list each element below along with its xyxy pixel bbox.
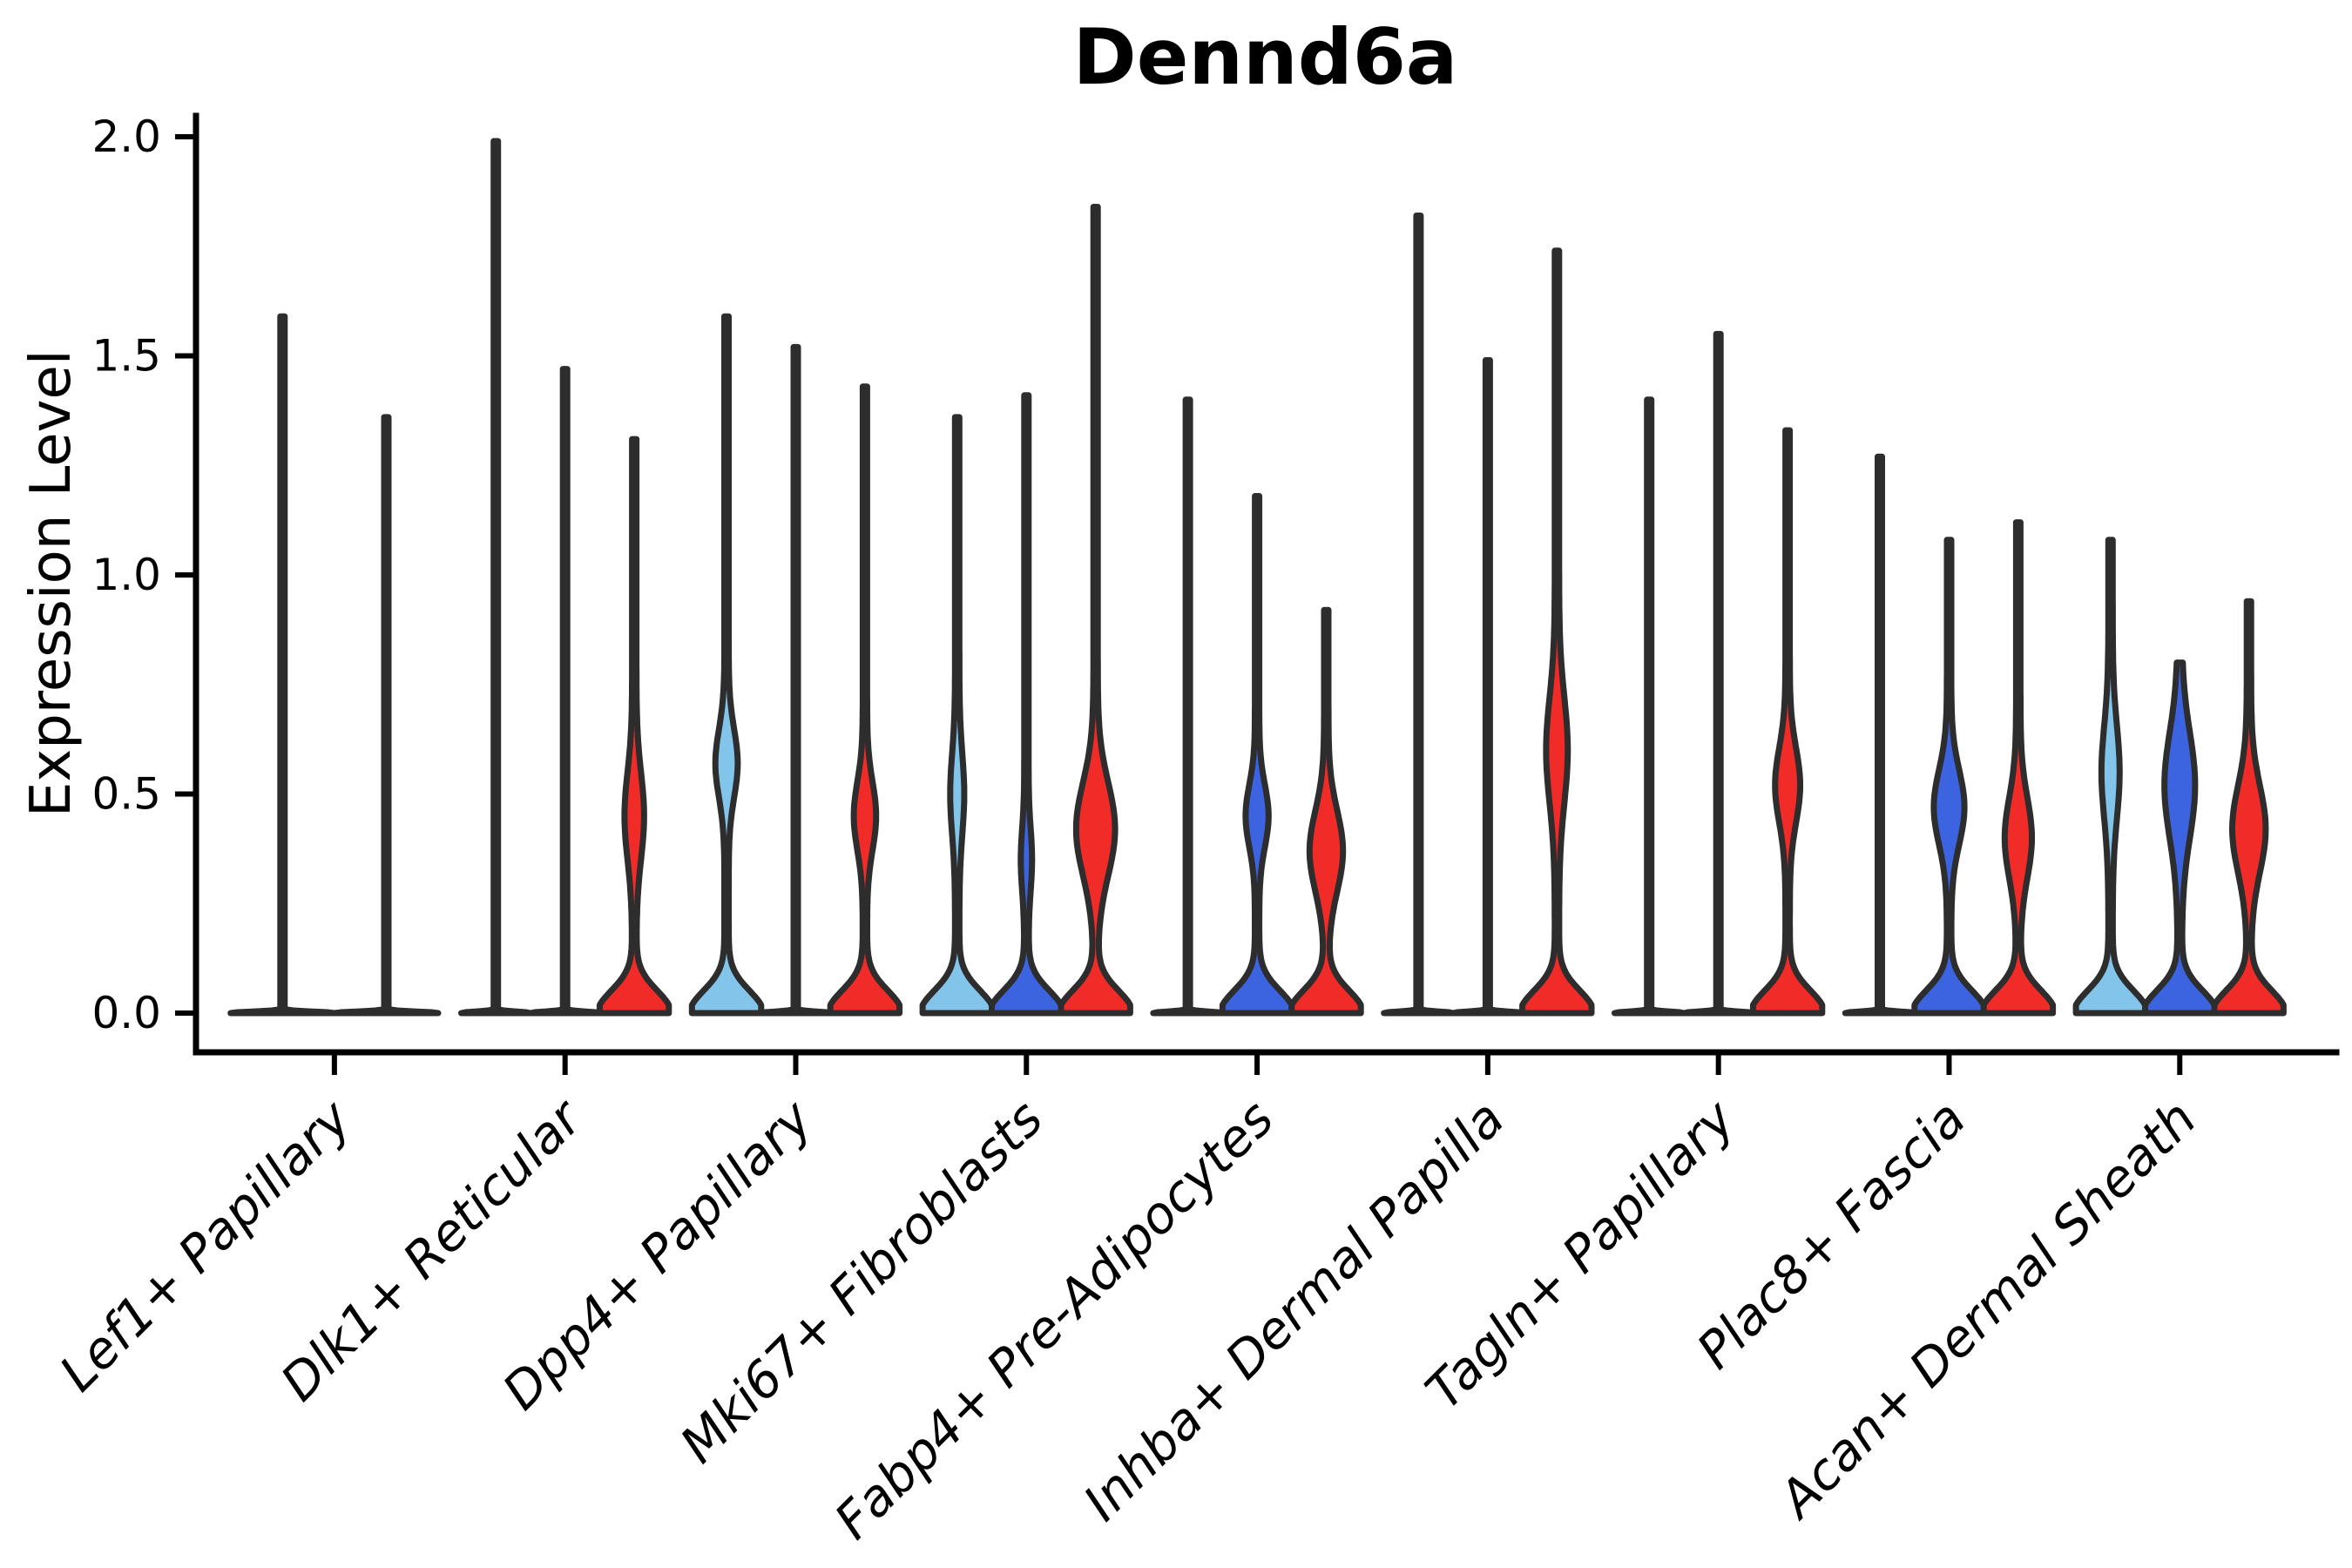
violin-tagln-blue: [1680, 330, 1756, 1017]
violin-inhba-blue: [1450, 357, 1526, 1017]
violin-fabp4-red: [1288, 606, 1364, 1017]
y-axis-title: Expression Level: [19, 349, 84, 818]
axis-spines: [193, 112, 2340, 1056]
violin-mki67-blue: [989, 392, 1064, 1017]
x-tick-label: Inhba+ Dermal Papilla: [1072, 1089, 1516, 1532]
violin-acan-blue: [2142, 659, 2218, 1017]
violin-tagln-skyblue: [1612, 396, 1687, 1017]
violin-mki67-skyblue: [919, 414, 996, 1017]
x-tick-label: Acan+ Dermal Sheath: [1765, 1089, 2207, 1531]
violin-inhba-red: [1519, 247, 1595, 1017]
violin-dlk1-skyblue: [458, 138, 534, 1017]
violin-dlk1-red: [596, 436, 672, 1017]
violin-fabp4-skyblue: [1150, 396, 1226, 1017]
y-tick-label: 1.5: [91, 331, 161, 382]
x-tick-label: Fabp4+ Pre-Adipocytes: [823, 1089, 1285, 1551]
violin-dlk1-blue: [527, 366, 603, 1017]
violin-acan-skyblue: [2072, 537, 2149, 1017]
violin-fabp4-blue: [1219, 493, 1295, 1017]
violin-dpp4-blue: [758, 343, 834, 1017]
violin-plac8-red: [1980, 519, 2057, 1017]
violin-acan-red: [2211, 598, 2287, 1017]
y-tick-label: 2.0: [91, 112, 161, 162]
violin-mki67-red: [1058, 204, 1133, 1017]
violin-plac8-skyblue: [1842, 453, 1918, 1017]
violin-tagln-red: [1749, 427, 1826, 1017]
violin-lef1-blue: [331, 414, 442, 1017]
chart-title: Dennd6a: [1072, 12, 1458, 102]
violin-plac8-blue: [1911, 537, 1987, 1017]
y-tick-label: 0.5: [91, 769, 161, 820]
y-tick-label: 0.0: [91, 988, 161, 1038]
violin-dpp4-skyblue: [688, 313, 765, 1017]
violin-dpp4-red: [827, 383, 903, 1017]
violin-inhba-skyblue: [1381, 213, 1456, 1017]
violin-lef1-skyblue: [227, 313, 338, 1017]
y-tick-label: 1.0: [91, 550, 161, 600]
